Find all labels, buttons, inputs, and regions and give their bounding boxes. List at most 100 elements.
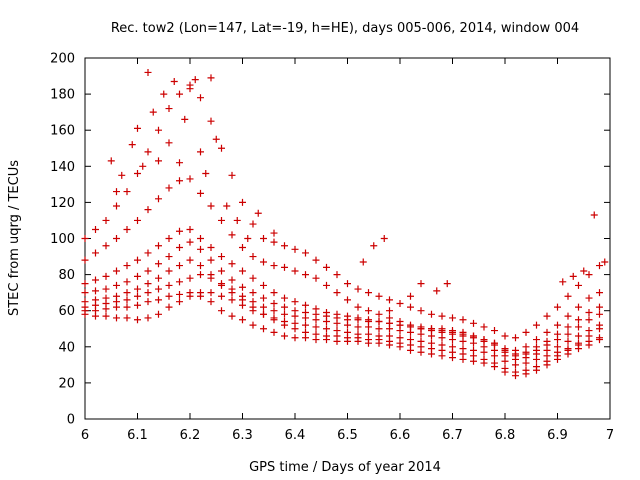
data-point bbox=[543, 312, 551, 320]
y-tick-label: 0 bbox=[67, 413, 75, 428]
x-tick-label: 6.6 bbox=[390, 428, 411, 443]
x-tick-label: 6.4 bbox=[285, 428, 306, 443]
data-point bbox=[380, 235, 388, 242]
data-point bbox=[165, 105, 173, 113]
data-point bbox=[575, 316, 582, 324]
data-point bbox=[260, 294, 267, 302]
data-point bbox=[207, 298, 215, 306]
data-point bbox=[580, 267, 588, 275]
data-point bbox=[554, 303, 561, 311]
data-point bbox=[407, 323, 414, 331]
data-point bbox=[260, 310, 267, 318]
data-point bbox=[438, 312, 446, 320]
data-point bbox=[596, 303, 603, 311]
data-point bbox=[333, 289, 341, 297]
data-point bbox=[107, 157, 115, 165]
data-point bbox=[291, 298, 299, 306]
data-point bbox=[585, 316, 593, 324]
data-point bbox=[291, 307, 299, 315]
data-point bbox=[155, 126, 162, 134]
data-point bbox=[522, 343, 530, 351]
data-point bbox=[291, 245, 299, 253]
data-point bbox=[470, 352, 477, 360]
y-axis-label: STEC from uqrg / TECUs bbox=[7, 160, 22, 316]
data-point bbox=[480, 337, 488, 345]
data-point bbox=[134, 124, 141, 132]
data-point bbox=[186, 256, 194, 264]
data-point bbox=[228, 289, 236, 297]
data-point bbox=[102, 312, 110, 320]
data-point bbox=[386, 307, 393, 315]
data-point bbox=[302, 271, 309, 279]
data-point bbox=[102, 242, 110, 250]
data-point bbox=[239, 244, 246, 252]
data-point bbox=[533, 363, 540, 371]
data-point bbox=[365, 318, 372, 326]
data-point bbox=[575, 339, 582, 347]
data-point bbox=[270, 229, 278, 237]
data-point bbox=[160, 90, 168, 98]
data-point bbox=[428, 310, 435, 318]
data-point bbox=[575, 323, 582, 331]
data-point bbox=[197, 271, 204, 279]
data-point bbox=[512, 352, 519, 360]
data-point bbox=[81, 235, 89, 242]
data-point bbox=[207, 117, 215, 125]
data-point bbox=[302, 309, 309, 317]
data-point bbox=[123, 278, 131, 286]
data-point bbox=[170, 77, 178, 85]
data-point bbox=[270, 307, 278, 315]
data-point bbox=[270, 299, 278, 307]
x-tick-label: 6.3 bbox=[232, 428, 253, 443]
data-point bbox=[260, 325, 267, 333]
data-point bbox=[218, 307, 225, 315]
data-point bbox=[470, 319, 477, 327]
data-point bbox=[554, 343, 561, 351]
data-point bbox=[113, 202, 120, 210]
data-point bbox=[228, 276, 236, 284]
data-point bbox=[260, 258, 267, 266]
data-point bbox=[144, 314, 152, 322]
data-point bbox=[218, 253, 225, 261]
data-point bbox=[134, 316, 141, 324]
data-point bbox=[323, 263, 330, 271]
data-point bbox=[601, 258, 609, 266]
data-point bbox=[417, 280, 425, 288]
data-point bbox=[102, 285, 110, 293]
data-point bbox=[291, 325, 299, 333]
data-point bbox=[176, 227, 183, 235]
data-point bbox=[155, 242, 162, 250]
data-point bbox=[564, 292, 572, 300]
data-point bbox=[228, 231, 236, 239]
data-point bbox=[512, 334, 519, 342]
data-point bbox=[186, 238, 194, 246]
data-point bbox=[501, 332, 509, 340]
data-point bbox=[254, 209, 262, 217]
y-tick-label: 40 bbox=[58, 340, 75, 355]
data-point bbox=[407, 303, 414, 311]
data-point bbox=[207, 74, 215, 82]
data-point bbox=[291, 267, 299, 275]
data-point bbox=[302, 328, 309, 336]
data-point bbox=[155, 274, 162, 282]
data-point bbox=[165, 184, 173, 192]
data-point bbox=[575, 332, 582, 340]
data-point bbox=[176, 244, 183, 252]
data-point bbox=[354, 334, 362, 342]
data-point bbox=[501, 348, 509, 356]
data-point bbox=[564, 323, 572, 331]
data-point bbox=[564, 346, 572, 354]
data-point bbox=[459, 332, 467, 340]
y-tick-label: 140 bbox=[50, 160, 75, 175]
data-point bbox=[359, 258, 367, 266]
data-point bbox=[165, 253, 173, 261]
data-point bbox=[344, 316, 351, 324]
data-point bbox=[144, 280, 152, 288]
data-point bbox=[176, 262, 183, 270]
data-point bbox=[113, 235, 120, 242]
data-point bbox=[92, 276, 99, 284]
data-point bbox=[312, 256, 320, 264]
data-point bbox=[459, 316, 467, 324]
x-tick-label: 6.9 bbox=[547, 428, 568, 443]
